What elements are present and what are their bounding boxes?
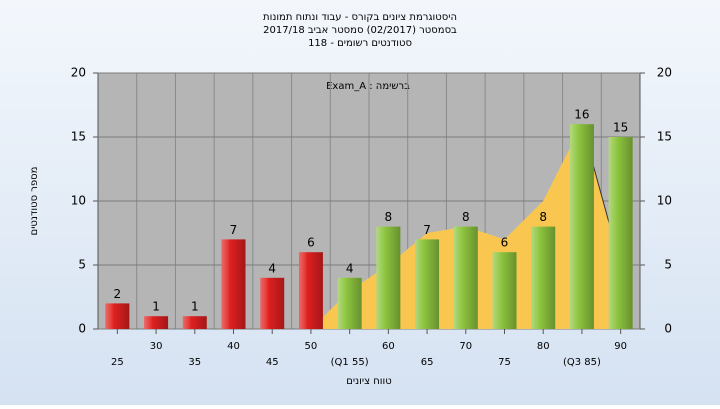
- data-label: 1: [152, 300, 160, 314]
- annotation: Exam_A : ברשימה: [326, 81, 410, 92]
- data-label: 6: [501, 236, 509, 250]
- data-label: 16: [574, 108, 589, 122]
- x-tick-label: (Q1 55): [331, 357, 369, 368]
- bar: [531, 226, 556, 329]
- data-label: 6: [307, 236, 315, 250]
- chart-title: היסטוגרמת ציונים בקורס - עבוד ונתוח תמונ…: [263, 12, 457, 23]
- bar: [337, 277, 362, 329]
- bar: [608, 137, 633, 329]
- x-tick-label: 40: [227, 341, 240, 352]
- y2-tick-label: 5: [664, 258, 672, 272]
- y-tick-label: 5: [78, 258, 86, 272]
- y2-tick-label: 20: [657, 66, 672, 80]
- bar: [415, 239, 440, 329]
- x-tick-label: 90: [614, 341, 627, 352]
- x-tick-label: 70: [459, 341, 472, 352]
- data-label: 15: [613, 121, 628, 135]
- x-tick-label: 65: [421, 357, 434, 368]
- bar: [376, 226, 401, 329]
- y-tick-label: 10: [71, 194, 86, 208]
- data-label: 8: [462, 210, 470, 224]
- x-tick-label: 75: [498, 357, 511, 368]
- chart-subtitle: בסמסטר (02/2017) סמסטר אביב 2017/18: [263, 25, 457, 36]
- y2-tick-label: 10: [657, 194, 672, 208]
- bar: [105, 303, 130, 329]
- data-label: 8: [385, 210, 393, 224]
- x-tick-label: 25: [111, 357, 124, 368]
- y-tick-label: 20: [71, 66, 86, 80]
- x-tick-label: (Q3 85): [563, 357, 601, 368]
- bar: [298, 252, 323, 329]
- y2-tick-label: 0: [664, 322, 672, 336]
- x-tick-label: 60: [382, 341, 395, 352]
- data-label: 8: [539, 210, 547, 224]
- y-tick-label: 0: [78, 322, 86, 336]
- y-axis-label: מספר סטודנטים: [29, 167, 40, 236]
- bar: [453, 226, 478, 329]
- bar: [182, 316, 207, 329]
- x-tick-label: 30: [150, 341, 163, 352]
- x-tick-label: 35: [188, 357, 201, 368]
- x-tick-label: 50: [305, 341, 318, 352]
- x-tick-label: 80: [537, 341, 550, 352]
- chart-subtitle: סטודנטים רשומים - 118: [308, 38, 412, 49]
- y-tick-label: 15: [71, 130, 86, 144]
- bar: [260, 277, 285, 329]
- x-tick-label: 45: [266, 357, 279, 368]
- bar: [569, 124, 594, 329]
- data-label: 1: [191, 300, 199, 314]
- x-axis-label: טווח ציונים: [346, 376, 391, 387]
- bar: [144, 316, 169, 329]
- data-label: 2: [114, 287, 122, 301]
- data-label: 7: [230, 223, 238, 237]
- bar: [221, 239, 246, 329]
- data-label: 4: [268, 261, 276, 275]
- y2-tick-label: 15: [657, 130, 672, 144]
- bar: [492, 252, 517, 329]
- data-label: 7: [423, 223, 431, 237]
- data-label: 4: [346, 261, 354, 275]
